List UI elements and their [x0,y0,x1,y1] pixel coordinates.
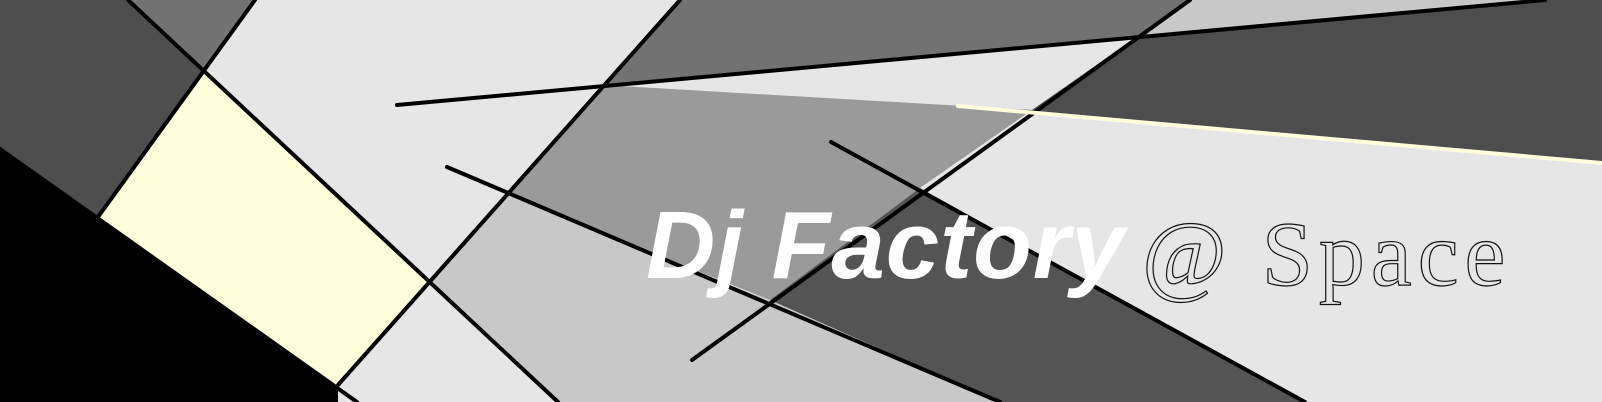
shape-lower-dark [770,188,1305,402]
line-diagonal-1 [126,0,560,402]
shape-pale-yellow [98,70,430,385]
line-mid-cross-3 [690,0,1192,362]
shape-upper-gray-band [602,0,1190,85]
black-lines [0,0,1547,402]
line-mid-cross-1 [445,165,1002,402]
line-mid-cross-2 [829,140,1307,402]
shape-silver-band [430,195,1000,402]
shape-top-left-dark [0,0,206,217]
line-diagonal-2 [96,0,257,219]
line-diagonal-3 [0,147,359,402]
shape-light-wedge [338,280,560,402]
shape-top-left-grey [128,0,255,70]
line-pale-yellow [956,104,1602,165]
line-long-top [395,0,1547,107]
shape-mid-gray [508,85,1032,300]
shape-right-dark [958,0,1602,163]
